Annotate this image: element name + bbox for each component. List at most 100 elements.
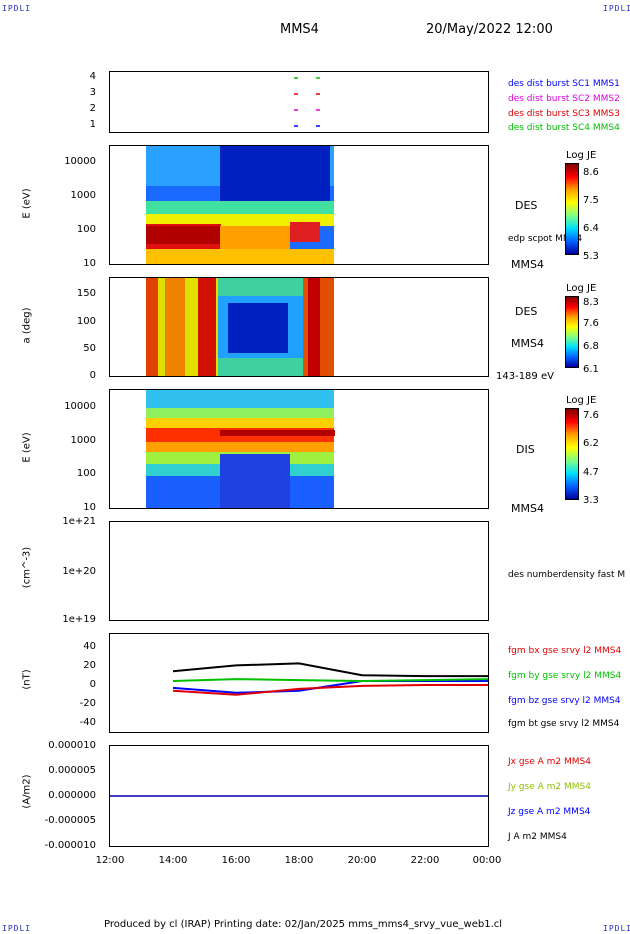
p5-ytick: 1e+21	[62, 516, 96, 527]
p3-energy-range-label: 143-189 eV	[496, 371, 554, 382]
p4-ytick: 1000	[70, 435, 96, 446]
p2-overlay-label: edp scpot MMS4	[508, 234, 583, 244]
p7-legend-jz: Jz gse A m2 MMS4	[508, 807, 591, 817]
p6-ytick: 0	[89, 679, 96, 690]
corner-label-top-right: IPDLI	[603, 4, 630, 13]
p6-ylabel: (nT)	[21, 669, 33, 690]
p7-ytick: -0.000005	[44, 815, 96, 826]
burst-availability-panel	[109, 71, 489, 133]
p1-legend-mms2: des dist burst SC2 MMS2	[508, 94, 620, 104]
des-pitch-image	[146, 278, 334, 376]
p7-ytick: 0.000000	[48, 790, 96, 801]
p3-cb-tick: 7.6	[583, 318, 599, 329]
p2-spacecraft-label: MMS4	[511, 258, 544, 271]
p7-legend-jy: Jy gse A m2 MMS4	[508, 782, 591, 792]
p4-ytick: 10	[83, 502, 96, 513]
p3-colorbar	[565, 296, 579, 368]
p3-ytick: 100	[76, 316, 96, 327]
p2-ytick: 1000	[70, 190, 96, 201]
p1-legend-mms4: des dist burst SC4 MMS4	[508, 123, 620, 133]
p4-colorbar-title: Log JE	[566, 395, 597, 406]
p4-cb-tick: 7.6	[583, 410, 599, 421]
des-energy-image	[146, 146, 334, 264]
p3-ytick: 150	[76, 288, 96, 299]
p1-ytick: 4	[89, 71, 96, 82]
x-tick-label: 16:00	[221, 855, 251, 866]
des-energy-spectrogram	[109, 145, 489, 265]
p1-legend-mms3: des dist burst SC3 MMS3	[508, 109, 620, 119]
corner-label-bottom-right: IPDLI	[603, 924, 630, 933]
p6-ytick: -40	[79, 717, 96, 728]
x-tick-label: 00:00	[472, 855, 502, 866]
footer-credit: Produced by cl (IRAP) Printing date: 02/…	[104, 919, 503, 930]
p6-legend-bz: fgm bz gse srvy l2 MMS4	[508, 696, 621, 706]
number-density-panel	[109, 521, 489, 621]
p3-cb-tick: 6.1	[583, 364, 599, 375]
dis-energy-spectrogram	[109, 389, 489, 509]
p7-legend-jx: Jx gse A m2 MMS4	[508, 757, 591, 767]
bfield-series-line	[172, 684, 488, 696]
p4-ylabel: E (eV)	[21, 432, 33, 463]
p7-ytick: -0.000010	[44, 840, 96, 851]
corner-label-bottom-left: IPDLI	[2, 924, 32, 933]
bfield-series-line	[172, 678, 489, 683]
p3-cb-tick: 8.3	[583, 297, 599, 308]
p4-ytick: 100	[76, 468, 96, 479]
x-tick-label: 22:00	[410, 855, 440, 866]
p3-cb-tick: 6.8	[583, 341, 599, 352]
datetime-title: 20/May/2022 12:00	[426, 22, 553, 37]
p2-colorbar-title: Log JE	[566, 150, 597, 161]
p3-instrument-label: DES	[515, 305, 538, 318]
current-density-panel	[109, 745, 489, 847]
p2-ylabel: E (eV)	[21, 188, 33, 219]
p2-colorbar	[565, 163, 579, 255]
dis-energy-image	[146, 390, 335, 508]
p1-ytick: 3	[89, 87, 96, 98]
corner-label-top-left: IPDLI	[2, 4, 32, 13]
p2-cb-tick: 6.4	[583, 223, 599, 234]
p7-ylabel: (A/m2)	[21, 774, 33, 809]
p6-legend-by: fgm by gse srvy l2 MMS4	[508, 671, 622, 681]
p3-ytick: 50	[83, 343, 96, 354]
bfield-series-line	[172, 662, 488, 678]
spacecraft-title: MMS4	[280, 22, 319, 37]
p4-cb-tick: 3.3	[583, 495, 599, 506]
p7-ytick: 0.000005	[48, 765, 96, 776]
p2-cb-tick: 7.5	[583, 195, 599, 206]
p5-ytick: 1e+19	[62, 614, 96, 625]
current-plot	[110, 795, 488, 797]
p1-ytick: 1	[89, 119, 96, 130]
p3-ylabel: a (deg)	[21, 307, 33, 344]
p2-cb-tick: 5.3	[583, 251, 599, 262]
burst-marks	[294, 77, 320, 127]
x-tick-label: 14:00	[158, 855, 188, 866]
p6-legend-bx: fgm bx gse srvy l2 MMS4	[508, 646, 622, 656]
p2-ytick: 100	[76, 224, 96, 235]
p2-instrument-label: DES	[515, 199, 538, 212]
x-tick-label: 12:00	[95, 855, 125, 866]
p6-legend-bt: fgm bt gse srvy l2 MMS4	[508, 719, 620, 729]
p6-ytick: 20	[83, 660, 96, 671]
bfield-series-line	[172, 680, 488, 694]
p3-colorbar-title: Log JE	[566, 283, 597, 294]
p1-legend-mms1: des dist burst SC1 MMS1	[508, 79, 620, 89]
magnetic-field-panel	[109, 633, 489, 733]
p7-ytick: 0.000010	[48, 740, 96, 751]
p6-ytick: -20	[79, 698, 96, 709]
p2-ytick: 10000	[64, 156, 96, 167]
p3-spacecraft-label: MMS4	[511, 337, 544, 350]
x-tick-label: 20:00	[347, 855, 377, 866]
des-pitch-angle-spectrogram	[109, 277, 489, 377]
p7-legend-j: J A m2 MMS4	[508, 832, 567, 842]
p4-ytick: 10000	[64, 401, 96, 412]
p2-cb-tick: 8.6	[583, 167, 599, 178]
p4-instrument-label: DIS	[516, 443, 535, 456]
p4-cb-tick: 4.7	[583, 467, 599, 478]
x-tick-label: 18:00	[284, 855, 314, 866]
p5-side-label: des numberdensity fast M	[508, 570, 626, 580]
p4-cb-tick: 6.2	[583, 438, 599, 449]
p6-ytick: 40	[83, 641, 96, 652]
p5-ylabel: (cm^-3)	[21, 546, 33, 589]
p5-ytick: 1e+20	[62, 566, 96, 577]
bfield-plot	[172, 662, 489, 696]
